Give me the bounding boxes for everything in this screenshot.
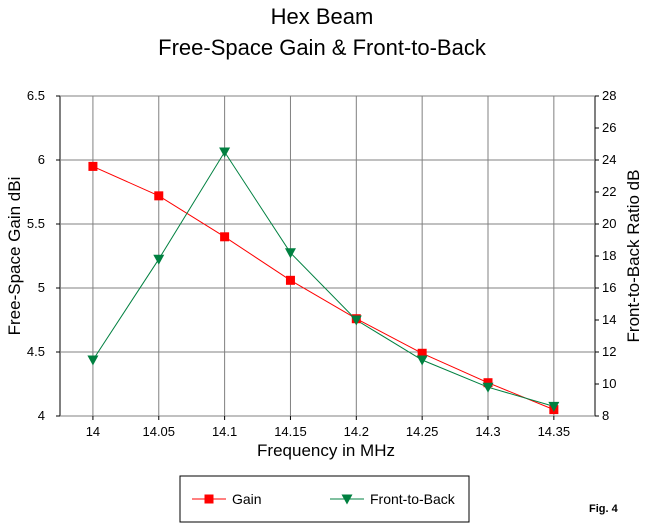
- y2-axis-label: Front-to-Back Ratio dB: [624, 170, 643, 343]
- data-point-front-to-back: [284, 248, 296, 259]
- data-point-gain: [220, 232, 230, 242]
- left-tick-label: 6.5: [27, 88, 45, 103]
- data-point-gain: [88, 161, 98, 171]
- grid: [60, 95, 595, 417]
- figure-annotation: Fig. 4: [589, 503, 619, 515]
- series-markers: [87, 147, 560, 415]
- left-axis-ticks: 4 4.5 5 5.5 6 6.5: [27, 88, 60, 423]
- x-tick-label: 14.35: [538, 424, 571, 439]
- data-point-front-to-back: [87, 355, 99, 366]
- legend-marker-gain: [204, 494, 214, 504]
- legend-label-front-to-back: Front-to-Back: [370, 491, 456, 507]
- left-tick-label: 5: [38, 280, 45, 295]
- right-tick-label: 26: [602, 120, 616, 135]
- x-tick-label: 14: [86, 424, 100, 439]
- data-point-front-to-back: [482, 382, 494, 393]
- data-point-front-to-back: [416, 355, 428, 366]
- data-point-front-to-back: [350, 315, 362, 326]
- x-axis-ticks: 14 14.05 14.1 14.15 14.2 14.25 14.3 14.35: [86, 416, 570, 439]
- left-tick-label: 6: [38, 152, 45, 167]
- series-line-front-to-back: [92, 151, 554, 407]
- x-tick-label: 14.25: [406, 424, 439, 439]
- legend-marker-front-to-back: [341, 494, 353, 505]
- x-tick-label: 14.3: [475, 424, 500, 439]
- x-tick-label: 14.2: [344, 424, 369, 439]
- data-point-gain: [154, 191, 164, 201]
- right-tick-label: 28: [602, 88, 616, 103]
- right-tick-label: 14: [602, 312, 616, 327]
- series-line-gain: [92, 165, 555, 411]
- y-axis-label: Free-Space Gain dBi: [5, 177, 24, 336]
- right-tick-label: 24: [602, 152, 616, 167]
- x-tick-label: 14.15: [274, 424, 307, 439]
- right-tick-label: 22: [602, 184, 616, 199]
- legend: Gain Front-to-Back: [192, 491, 456, 507]
- right-tick-label: 10: [602, 376, 616, 391]
- right-tick-label: 8: [602, 408, 609, 423]
- plot-area: [59, 95, 596, 417]
- left-tick-label: 4.5: [27, 344, 45, 359]
- data-point-gain: [417, 348, 427, 358]
- right-tick-label: 18: [602, 248, 616, 263]
- chart-title: Hex Beam: [271, 4, 374, 29]
- x-axis-label: Frequency in MHz: [257, 441, 395, 460]
- right-axis-ticks: 8 10 12 14 16 18 20 22 24 26 28: [595, 88, 616, 423]
- x-tick-label: 14.05: [142, 424, 175, 439]
- legend-label-gain: Gain: [232, 491, 262, 507]
- right-tick-label: 20: [602, 216, 616, 231]
- chart-subtitle: Free-Space Gain & Front-to-Back: [158, 35, 487, 60]
- right-tick-label: 12: [602, 344, 616, 359]
- data-point-gain: [285, 275, 295, 285]
- legend-box: [179, 475, 470, 523]
- right-tick-label: 16: [602, 280, 616, 295]
- series-lines: [92, 151, 555, 411]
- left-tick-label: 5.5: [27, 216, 45, 231]
- data-point-front-to-back: [153, 254, 165, 265]
- x-tick-label: 14.1: [212, 424, 237, 439]
- left-tick-label: 4: [38, 408, 45, 423]
- data-point-front-to-back: [219, 147, 231, 158]
- data-point-front-to-back: [548, 401, 560, 412]
